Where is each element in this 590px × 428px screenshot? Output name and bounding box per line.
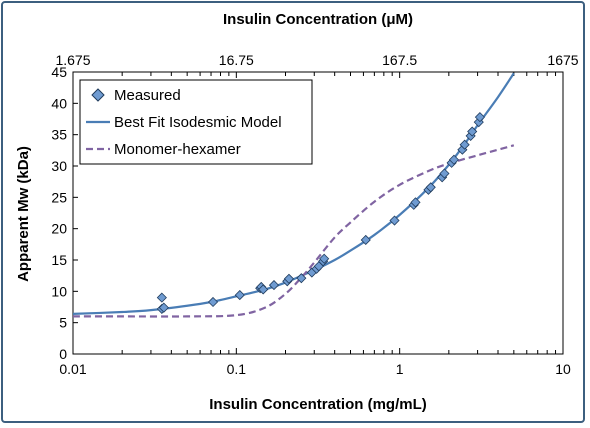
y-tick-label: 0 (59, 346, 67, 362)
data-point-measured (474, 112, 485, 123)
data-point-measured (258, 284, 269, 295)
data-point-measured (156, 292, 167, 303)
data-point-measured (410, 197, 421, 208)
data-point-measured (360, 234, 371, 246)
data-point-measured (158, 302, 169, 313)
legend-label-hexamer: Monomer-hexamer (114, 141, 241, 158)
y-tick-label: 45 (51, 64, 67, 80)
data-point-measured (448, 154, 460, 165)
chart-frame (1, 1, 585, 423)
x-tick-label: 1 (396, 361, 404, 377)
x2-tick-label: 167.5 (382, 52, 417, 68)
legend: Measured Best Fit Isodesmic Model Monome… (79, 79, 313, 165)
x2-tick-label: 16.75 (219, 52, 254, 68)
data-point-measured (425, 182, 436, 193)
x2-tick-label: 1675 (547, 52, 578, 68)
plot-area-border (72, 71, 564, 355)
y-tick-label: 25 (51, 189, 67, 205)
y-tick-label: 30 (51, 158, 67, 174)
data-point-measured (283, 273, 295, 284)
y-tick-label: 20 (51, 221, 67, 237)
legend-box (79, 79, 313, 165)
data-point-measured (439, 168, 450, 179)
x-tick-label: 10 (555, 361, 571, 377)
data-point-measured (389, 215, 400, 226)
x-tick-label: 0.01 (59, 361, 86, 377)
data-point-measured (296, 273, 307, 284)
legend-measured-marker (91, 88, 105, 102)
y-tick-label: 10 (51, 283, 67, 299)
x2-tick-label: 1.675 (55, 52, 90, 68)
data-point-measured (268, 280, 280, 291)
series-line-monomer-hexamer (73, 144, 515, 318)
legend-label-measured: Measured (114, 87, 181, 104)
data-point-measured (207, 296, 219, 308)
data-point-measured (473, 117, 484, 128)
data-point-measured (319, 253, 330, 264)
x2-axis-title: Insulin Concentration (μM) (223, 11, 413, 28)
y-tick-label: 15 (51, 252, 67, 268)
legend-label-fit: Best Fit Isodesmic Model (114, 114, 282, 131)
data-point-measured (459, 139, 470, 150)
y-axis-title: Apparent Mw (kDa) (15, 146, 32, 282)
data-point-measured (467, 126, 478, 137)
y-tick-label: 40 (51, 95, 67, 111)
x-tick-label: 0.1 (227, 361, 247, 377)
x-axis-title: Insulin Concentration (mg/mL) (209, 396, 427, 413)
data-point-measured (234, 290, 245, 301)
y-tick-label: 35 (51, 127, 67, 143)
y-tick-label: 5 (59, 315, 67, 331)
